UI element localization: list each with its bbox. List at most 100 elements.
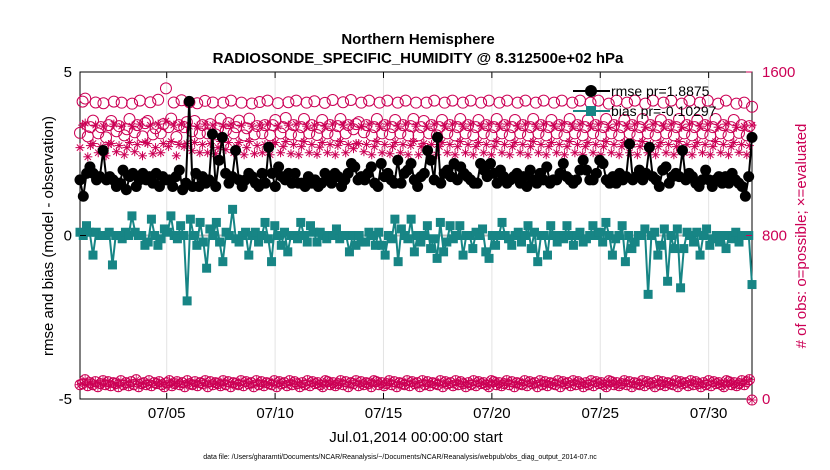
evaluated-marker: [651, 150, 661, 160]
evaluated-stroke: [112, 148, 120, 156]
evaluated-stroke: [152, 144, 160, 152]
bias-point: [568, 240, 578, 250]
evaluated-stroke: [618, 143, 626, 151]
evaluated-stroke: [469, 151, 477, 159]
evaluated-stroke: [162, 117, 170, 125]
bias-point: [643, 289, 653, 299]
evaluated-marker: [421, 121, 431, 131]
evaluated-stroke: [704, 120, 712, 128]
bias-point: [393, 257, 403, 267]
bias-point: [153, 240, 163, 250]
evaluated-stroke: [667, 120, 675, 128]
bias-point: [127, 211, 137, 221]
evaluated-marker: [711, 136, 721, 146]
evaluated-marker: [91, 120, 101, 130]
evaluated-marker: [684, 119, 694, 129]
evaluated-stroke: [295, 151, 303, 159]
bias-point: [348, 231, 358, 240]
possible-marker: [678, 127, 691, 140]
evaluated-stroke: [125, 139, 133, 147]
rmse-point: [206, 128, 218, 140]
evaluated-stroke: [532, 122, 540, 130]
bias-point: [666, 231, 676, 240]
possible-marker: [714, 127, 727, 140]
rmse-point: [425, 154, 437, 166]
evaluated-stroke: [376, 122, 384, 130]
possible-marker: [97, 97, 110, 110]
evaluated-marker: [218, 121, 228, 131]
evaluated-stroke: [245, 137, 253, 145]
rmse-point: [213, 154, 225, 166]
bias-point: [484, 253, 494, 263]
evaluated-marker: [612, 119, 622, 129]
bias-point: [659, 224, 669, 234]
evaluated-stroke: [485, 120, 493, 128]
evaluated-marker: [747, 120, 757, 130]
evaluated-marker: [664, 140, 674, 150]
evaluated-marker: [119, 150, 129, 160]
evaluated-bottom-marker: [744, 374, 755, 385]
evaluated-stroke: [193, 122, 201, 130]
evaluated-stroke: [204, 149, 212, 157]
evaluated-stroke: [472, 143, 480, 151]
evaluated-stroke: [480, 149, 488, 157]
bias-point: [143, 237, 153, 247]
possible-marker: [475, 96, 488, 109]
possible-marker: [660, 127, 673, 140]
bias-point: [526, 244, 536, 254]
bias-point: [328, 231, 338, 240]
evaluated-marker: [729, 138, 739, 148]
evaluated-marker: [666, 119, 676, 129]
evaluated-marker: [177, 119, 187, 129]
rmse-point: [97, 144, 109, 156]
possible-marker: [482, 94, 495, 107]
evaluated-marker: [208, 120, 218, 130]
evaluated-marker: [335, 136, 345, 146]
possible-marker: [167, 96, 180, 109]
rmse-point: [392, 154, 404, 166]
bias-point: [494, 231, 504, 240]
rmse-point: [216, 131, 228, 143]
evaluated-marker: [492, 136, 502, 146]
evaluated-stroke: [693, 139, 701, 147]
possible-marker: [441, 127, 454, 140]
evaluated-marker: [236, 120, 246, 130]
evaluated-marker: [737, 140, 747, 150]
possible-marker: [89, 96, 102, 109]
evaluated-stroke: [706, 151, 714, 159]
possible-marker: [428, 94, 441, 107]
bias-point: [374, 227, 384, 237]
evaluated-stroke: [657, 139, 665, 147]
evaluated-stroke: [175, 141, 183, 149]
evaluated-stroke: [412, 122, 420, 130]
bias-point: [624, 231, 634, 240]
bias-point: [520, 231, 530, 240]
evaluated-stroke: [407, 142, 415, 150]
evaluated-stroke: [370, 143, 378, 151]
evaluated-marker: [166, 136, 176, 146]
evaluated-marker: [460, 148, 470, 158]
evaluated-marker: [263, 119, 273, 129]
evaluated-marker: [570, 148, 580, 158]
bias-point: [137, 231, 147, 240]
evaluated-stroke: [641, 123, 649, 131]
y2-axis-label: # of obs: o=possible; ×=evaluated: [793, 124, 810, 349]
evaluated-bottom-stroke: [745, 375, 754, 384]
bias-point: [185, 214, 195, 224]
evaluated-marker: [591, 140, 601, 150]
rmse-point: [676, 144, 688, 156]
possible-marker: [235, 96, 248, 109]
evaluated-stroke: [373, 137, 381, 145]
evaluated-marker: [557, 119, 567, 129]
rmse-point: [746, 131, 758, 143]
evaluated-stroke: [287, 150, 295, 158]
evaluated-marker: [281, 136, 291, 146]
evaluated-stroke: [521, 120, 529, 128]
evaluated-stroke: [149, 150, 157, 158]
possible-marker: [128, 126, 141, 139]
evaluated-stroke: [709, 143, 717, 151]
possible-marker: [326, 93, 339, 106]
rmse-point: [183, 95, 195, 107]
evaluated-marker: [544, 142, 554, 152]
